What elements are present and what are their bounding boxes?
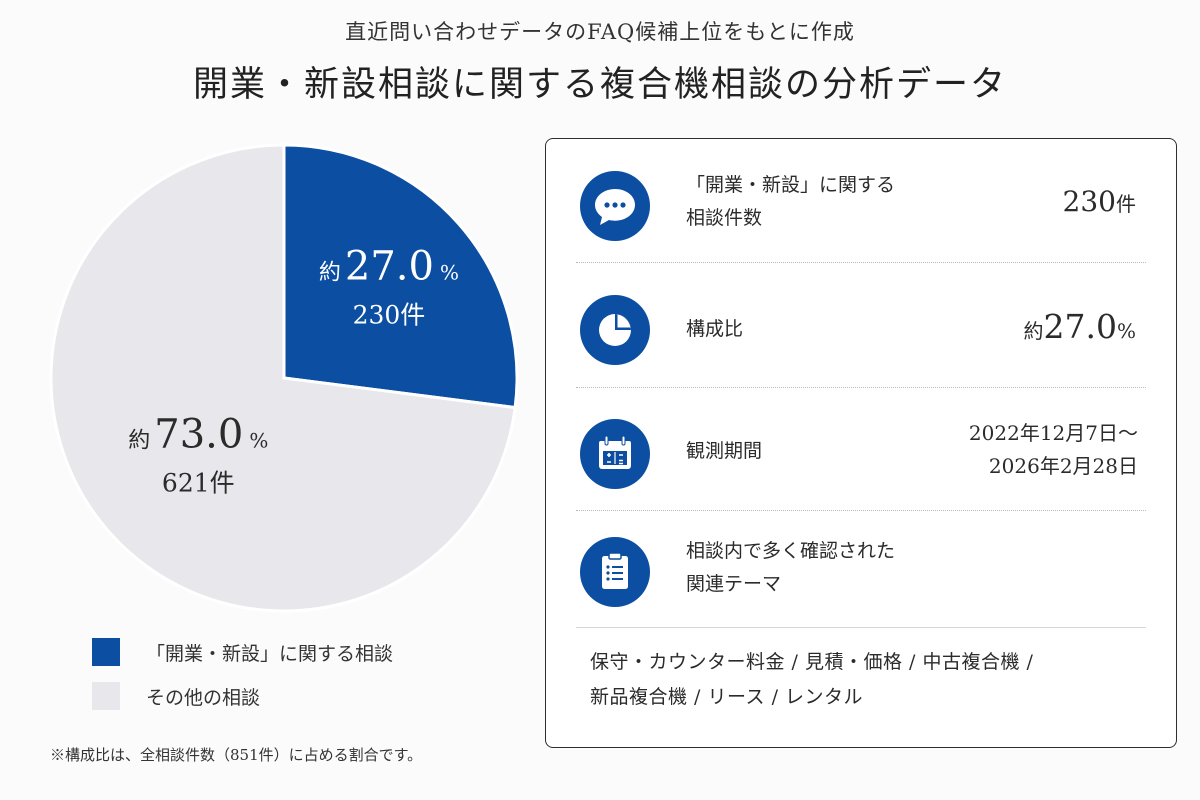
chat-bubble-icon — [580, 171, 650, 241]
legend-label-opening: 「開業・新設」に関する相談 — [146, 642, 394, 665]
stat-value-count-number: 230 — [1062, 185, 1116, 218]
legend-swatch-other — [92, 682, 120, 710]
divider — [576, 510, 1146, 511]
stat-value-ratio-unit: % — [1116, 319, 1136, 343]
legend-swatch-opening — [92, 638, 120, 666]
footnote: ※構成比は、全相談件数（851件）に占める割合です。 — [50, 746, 423, 764]
page-title: 開業・新設相談に関する複合機相談の分析データ — [192, 65, 1007, 105]
stat-row-ratio: 構成比 約27.0% — [546, 295, 1176, 370]
stat-value-period-end: 2026年2月28日 — [988, 454, 1138, 478]
divider — [576, 627, 1146, 628]
clipboard-list-icon — [580, 537, 650, 607]
stat-value-ratio-prefix: 約 — [1023, 319, 1044, 343]
stat-row-themes: 相談内で多く確認された 関連テーマ — [546, 535, 1176, 610]
pie-slice-1 — [49, 143, 517, 613]
pie-label-0: 約 27.0 % 230件 — [319, 244, 459, 330]
divider — [576, 262, 1146, 263]
stat-value-count-unit: 件 — [1116, 192, 1136, 216]
stat-value-count: 230件 — [1063, 185, 1136, 218]
pie-chart-icon — [580, 295, 650, 365]
pie-label-1: 約 73.0 % 621件 — [128, 411, 268, 497]
pie-percent-label-1: 約 73.0% — [128, 411, 268, 457]
stat-value-period-start: 2022年12月7日～ — [968, 421, 1138, 445]
stat-value-ratio-number: 27.0 — [1043, 307, 1117, 346]
pie-percent-label-0: 約 27.0% — [319, 244, 459, 290]
stat-label-ratio: 構成比 — [686, 318, 744, 340]
related-themes-line1: 保守・カウンター料金 / 見積・価格 / 中古複合機 / — [590, 651, 1034, 673]
page-subtitle: 直近問い合わせデータのFAQ候補上位をもとに作成 — [345, 20, 855, 44]
stat-label-count-line1: 「開業・新設」に関する — [686, 174, 896, 196]
stat-label-themes-line1: 相談内で多く確認された — [686, 540, 896, 562]
stat-label-count: 「開業・新設」に関する 相談件数 — [686, 169, 895, 235]
stat-row-period: 観測期間 2022年12月7日～ 2026年2月28日 — [546, 417, 1176, 492]
pie-count-label-1: 621件 — [162, 468, 235, 497]
legend-item-other: その他の相談 — [92, 674, 393, 718]
calendar-icon — [580, 419, 650, 489]
pie-slice-0 — [282, 143, 519, 410]
legend-item-opening: 「開業・新設」に関する相談 — [92, 630, 393, 674]
stats-card: 「開業・新設」に関する 相談件数 230件 構成比 約27.0% — [545, 138, 1177, 748]
pie-count-label-0: 230件 — [353, 301, 426, 330]
related-themes-line2: 新品複合機 / リース / レンタル — [590, 686, 864, 708]
related-themes: 保守・カウンター料金 / 見積・価格 / 中古複合機 / 新品複合機 / リース… — [590, 645, 1150, 715]
stat-value-ratio: 約27.0% — [1024, 307, 1137, 346]
stat-label-themes: 相談内で多く確認された 関連テーマ — [686, 535, 895, 601]
stat-label-count-line2: 相談件数 — [686, 207, 763, 229]
divider — [576, 387, 1146, 388]
chart-legend: 「開業・新設」に関する相談 その他の相談 — [92, 630, 393, 718]
stat-label-period: 観測期間 — [686, 440, 763, 462]
stat-label-themes-line2: 関連テーマ — [686, 573, 782, 595]
stat-row-count: 「開業・新設」に関する 相談件数 230件 — [546, 169, 1176, 244]
legend-label-other: その他の相談 — [146, 686, 261, 709]
stat-value-period: 2022年12月7日～ 2026年2月28日 — [969, 417, 1138, 483]
